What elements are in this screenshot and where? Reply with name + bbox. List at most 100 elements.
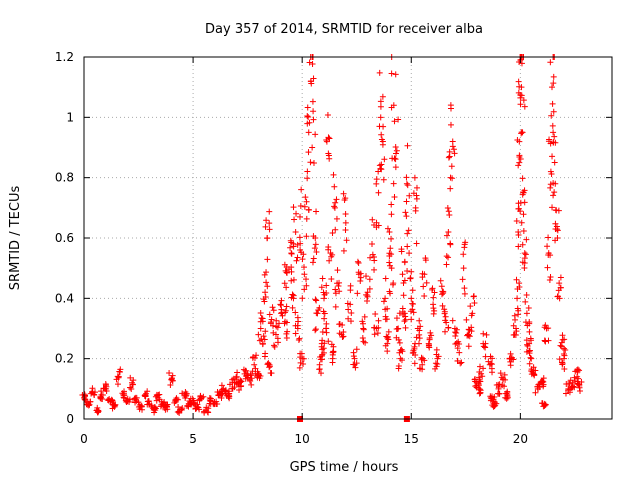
data-point-cluster [299,256,306,263]
data-point-cluster [454,345,461,352]
data-point-cluster [526,328,533,335]
data-point-cluster [395,116,402,123]
data-point-cluster [506,355,513,362]
data-point-cluster [432,360,439,367]
data-point-cluster [300,264,307,271]
data-point-cluster [305,207,312,214]
data-point-cluster [372,310,379,317]
data-point-cluster [390,180,397,187]
data-point-cluster [403,198,410,205]
data-point-cluster [357,270,364,277]
data-point [262,289,269,296]
data-point-cluster [268,370,275,377]
data-point-cluster [282,267,289,274]
data-point [292,228,299,235]
data-point [438,283,445,290]
data-point-cluster [264,235,271,242]
data-point-cluster [305,149,312,156]
data-point-cluster [402,209,409,216]
data-point-cluster [300,251,307,258]
data-point-cluster [84,401,91,408]
data-point-cluster [547,59,554,66]
data-point-cluster [447,185,454,192]
data-point-cluster [402,324,409,331]
data-point-cluster [392,156,399,163]
data-point-cluster [354,290,361,297]
data-point-cluster [567,377,574,384]
data-point-cluster [303,233,310,240]
data-point-cluster [427,329,434,336]
data-point-cluster [388,70,395,77]
data-point-cluster [374,330,381,337]
data-point-cluster [90,391,97,398]
data-point-cluster [466,333,473,340]
data-point-cluster [304,112,311,119]
data-point-cluster [382,313,389,320]
data-point-cluster [185,402,192,409]
data-point-cluster [255,331,262,338]
data-point-cluster [519,259,526,266]
data-point-cluster [386,262,393,269]
data-point-cluster [435,353,442,360]
data-point-cluster [323,289,330,296]
data-point-cluster [385,328,392,335]
data-point-cluster [342,210,349,217]
data-point-cluster [262,350,269,357]
data-point-cluster [348,309,355,316]
data-point-cluster [323,136,330,143]
data-point-cluster [311,245,318,252]
data-point-cluster [214,388,221,395]
data-point-cluster [295,318,302,325]
data-point-cluster [450,146,457,153]
data-point-cluster [547,274,554,281]
data-point-cluster [259,315,266,322]
data-point-cluster [366,285,373,292]
data-point-cluster [527,354,534,361]
data-point-cluster [447,102,454,109]
data-point-cluster [350,361,357,368]
data-point-cluster [410,301,417,308]
data-point-cluster [336,288,343,295]
data-point-cluster [336,320,343,327]
data-point-cluster [463,316,470,323]
data-point-cluster [575,381,582,388]
data-point-cluster [421,357,428,364]
data-point-cluster [347,318,354,325]
data-point-cluster [453,329,460,336]
data-point-cluster [318,343,325,350]
data-point-cluster [404,268,411,275]
data-point [516,159,523,166]
data-point-cluster [373,219,380,226]
data-point-cluster [248,375,255,382]
data-point-cluster [152,405,159,412]
data-point-cluster [261,271,268,278]
data-point-cluster [326,135,333,142]
data-point-cluster [443,232,450,239]
data-point-cluster [192,402,199,409]
data-point-cluster [366,276,373,283]
data-point-cluster [316,366,323,373]
data-point-cluster [254,374,261,381]
data-point-cluster [513,218,520,225]
data-point [514,295,521,302]
data-point-cluster [248,381,255,388]
data-point-cluster [310,116,317,123]
data-point-cluster [279,312,286,319]
data-point-cluster [339,334,346,341]
data-point-cluster [392,71,399,78]
data-point-cluster [523,236,530,243]
data-point-cluster [446,211,453,218]
data-point-cluster [416,317,423,324]
data-point-cluster [549,204,556,211]
data-point-cluster [312,131,319,138]
data-point-cluster [443,261,450,268]
data-point-cluster [299,295,306,302]
data-point-cluster [89,385,96,392]
data-point-cluster [518,130,525,137]
data-point-cluster [522,319,529,326]
data-point-cluster [413,184,420,191]
data-point-cluster [310,255,317,262]
data-point-cluster [577,387,584,394]
data-point-cluster [263,217,270,224]
